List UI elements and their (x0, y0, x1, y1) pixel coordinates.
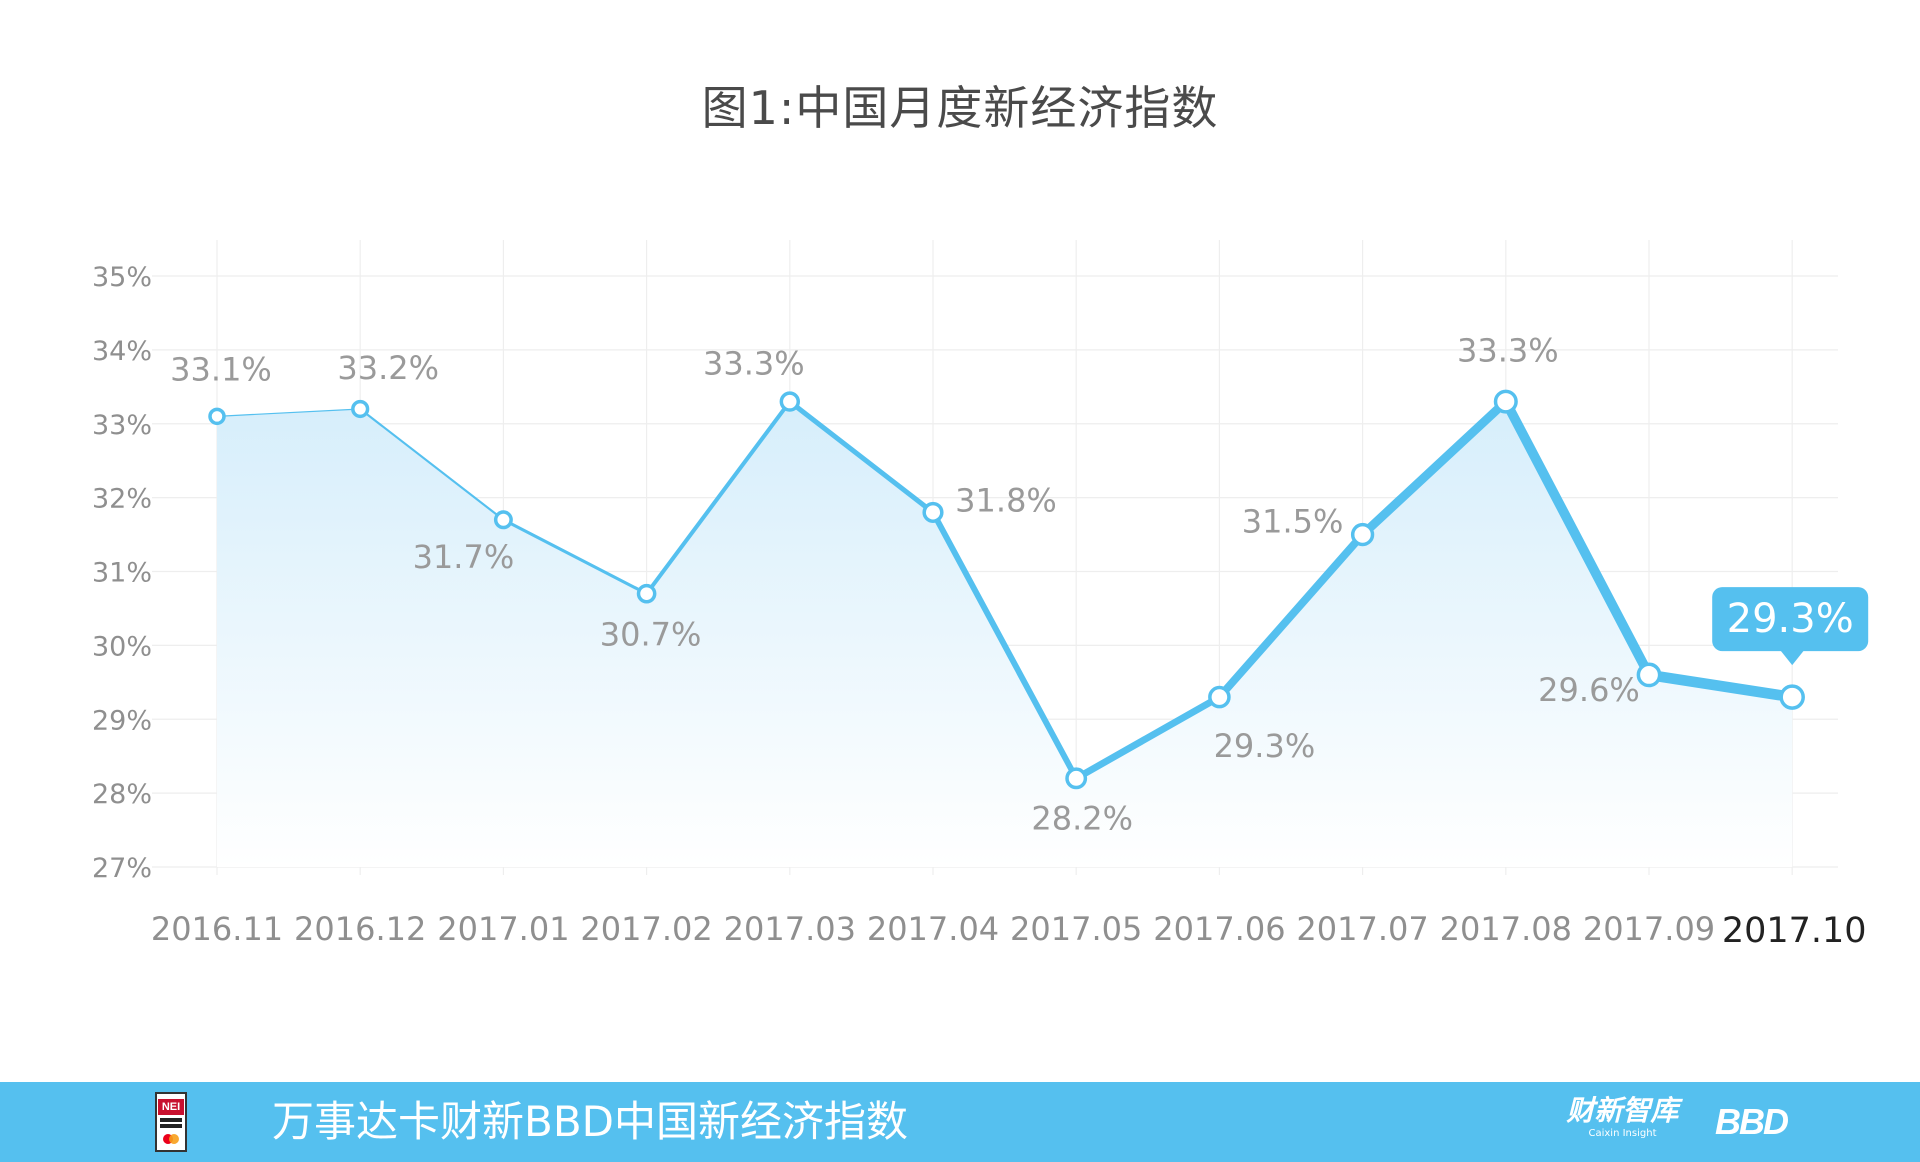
data-label: 33.3% (703, 345, 805, 383)
x-axis: 2016.11 2016.12 2017.01 2017.02 2017.03 2017.… (151, 910, 1867, 951)
y-tick-label: 30% (92, 631, 152, 662)
caixin-logo-en: Caixin Insight (1588, 1128, 1657, 1139)
x-tick-label: 2017.03 (724, 910, 856, 948)
data-point (1065, 767, 1088, 790)
mastercard-icon (163, 1134, 173, 1144)
data-point (493, 510, 513, 530)
data-label: 28.2% (1031, 799, 1133, 837)
data-label: 29.3% (1214, 727, 1316, 765)
nei-logo-text: NEI (158, 1099, 184, 1115)
data-points (208, 389, 1805, 790)
x-tick-label: 2017.05 (1010, 910, 1142, 948)
footer-banner: NEI 万事达卡财新BBD中国新经济指数 财新智库 Caixin Insight… (0, 1082, 1920, 1162)
line-segment (1358, 397, 1511, 539)
data-point (1493, 389, 1518, 414)
caixin-logo: 财新智库 Caixin Insight (1565, 1094, 1680, 1140)
series-line (216, 396, 1798, 782)
chart-title: 图1:中国月度新经济指数 (701, 81, 1219, 135)
x-tick-label: 2016.11 (151, 910, 283, 948)
y-tick-label: 32% (92, 484, 152, 515)
data-label: 29.6% (1538, 671, 1640, 709)
data-label: 33.3% (1457, 332, 1559, 370)
line-segment (787, 399, 936, 515)
data-label: 31.8% (955, 481, 1057, 519)
line-segment (644, 399, 792, 596)
x-tick-label: 2017.09 (1583, 910, 1715, 948)
callout-label: 29.3% (1727, 596, 1854, 642)
y-tick-label: 31% (92, 558, 152, 589)
x-tick-label: 2017.10 (1722, 911, 1867, 951)
y-tick-label: 33% (92, 410, 152, 441)
x-tick-label: 2017.01 (437, 910, 569, 948)
data-label: 30.7% (600, 616, 702, 654)
line-segment (1072, 693, 1223, 782)
data-point (1350, 522, 1375, 547)
x-tick-label: 2017.04 (867, 910, 999, 948)
data-point (1208, 685, 1231, 709)
data-label: 31.5% (1242, 503, 1344, 541)
data-label: 33.2% (337, 349, 439, 387)
x-tick-label: 2017.08 (1440, 910, 1572, 948)
line-segment (1643, 669, 1798, 703)
highlight-callout: 29.3% (1712, 587, 1869, 666)
y-tick-label: 28% (92, 779, 152, 810)
y-axis: 27% 28% 29% 30% 31% 32% 33% 34% 35% (92, 262, 152, 884)
bbd-logo: BBD (1715, 1101, 1789, 1142)
x-tick-label: 2017.02 (580, 910, 712, 948)
line-segment (930, 509, 1080, 782)
callout-pointer (1780, 650, 1805, 666)
data-point (1636, 662, 1662, 688)
x-tick-label: 2016.12 (294, 910, 426, 948)
line-segment (1215, 530, 1367, 702)
area-path (217, 401, 1793, 867)
y-tick-label: 35% (92, 262, 152, 293)
data-point (922, 501, 944, 523)
nei-logo: NEI (155, 1092, 187, 1152)
data-point (351, 399, 370, 419)
data-point (208, 407, 226, 426)
data-point (1779, 684, 1805, 710)
y-tick-label: 34% (92, 336, 152, 367)
x-tick-label: 2017.07 (1296, 910, 1428, 948)
line-segment (359, 407, 505, 521)
line-segment (1500, 396, 1654, 680)
callout-box (1712, 587, 1869, 652)
x-tick-label: 2017.06 (1153, 910, 1285, 948)
footer-title: 万事达卡财新BBD中国新经济指数 (272, 1097, 908, 1146)
line-segment (216, 408, 361, 417)
area-fill (217, 401, 1793, 867)
y-tick-label: 27% (92, 853, 152, 884)
data-label: 31.7% (413, 538, 515, 576)
line-chart: 27%28%29%30%31%32%33%34%35% 2016.11 2016.… (92, 240, 1869, 951)
data-point (636, 583, 657, 604)
line-segment (501, 518, 649, 596)
data-point (779, 391, 801, 412)
data-labels: 33.1% 33.2% 31.7% 30.7% 33.3% 31.8% 28.2% 29.3%… (170, 332, 1640, 838)
y-tick-label: 29% (92, 705, 152, 736)
caixin-logo-cn: 财新智库 (1566, 1094, 1679, 1127)
data-label: 33.1% (170, 350, 272, 388)
